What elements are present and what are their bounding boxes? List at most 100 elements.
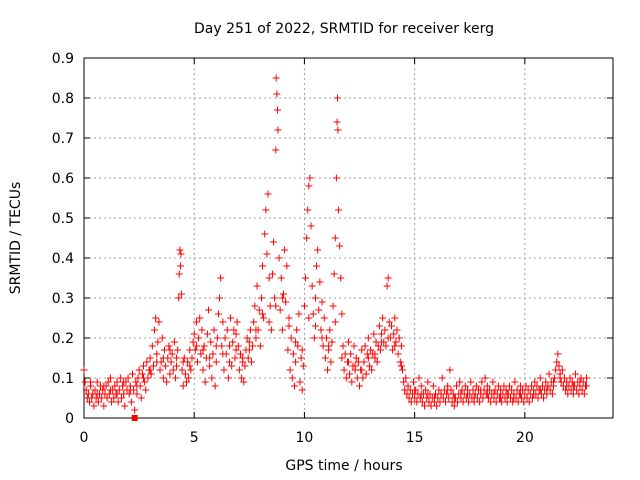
data-point xyxy=(422,386,430,394)
data-point xyxy=(191,346,199,354)
y-tick-label: 0.4 xyxy=(52,251,74,267)
data-point xyxy=(554,350,562,358)
data-point xyxy=(387,322,395,330)
data-point xyxy=(253,282,261,290)
data-point xyxy=(580,390,588,398)
data-point xyxy=(176,246,184,254)
data-point xyxy=(133,382,141,390)
data-point xyxy=(478,378,486,386)
data-point xyxy=(146,366,154,374)
data-point xyxy=(219,350,227,358)
data-point xyxy=(209,350,217,358)
data-point xyxy=(334,126,342,134)
data-point xyxy=(117,394,125,402)
data-point xyxy=(438,374,446,382)
data-point xyxy=(391,342,399,350)
data-point xyxy=(196,314,204,322)
data-point xyxy=(232,330,240,338)
data-point xyxy=(317,326,325,334)
data-point xyxy=(239,354,247,362)
data-point xyxy=(279,290,287,298)
data-point xyxy=(566,374,574,382)
data-point xyxy=(489,378,497,386)
data-point xyxy=(311,294,319,302)
data-point xyxy=(327,358,335,366)
data-point xyxy=(234,342,242,350)
data-point xyxy=(330,270,338,278)
data-point xyxy=(461,382,469,390)
y-axis-label: SRMTID / TECUs xyxy=(8,182,24,295)
data-point xyxy=(259,262,267,270)
data-point xyxy=(392,338,400,346)
data-point xyxy=(342,374,350,382)
data-point xyxy=(201,378,209,386)
data-point xyxy=(140,374,148,382)
data-point xyxy=(310,334,318,342)
data-point xyxy=(296,378,304,386)
data-point xyxy=(212,358,220,366)
data-point xyxy=(243,334,251,342)
data-point xyxy=(186,362,194,370)
data-point xyxy=(131,406,139,414)
data-point xyxy=(175,294,183,302)
data-point xyxy=(132,378,140,386)
data-point xyxy=(147,370,155,378)
data-point xyxy=(346,370,354,378)
data-point xyxy=(536,386,544,394)
data-point xyxy=(356,382,364,390)
data-point xyxy=(336,242,344,250)
data-point xyxy=(207,338,215,346)
data-point xyxy=(543,386,551,394)
plot-frame xyxy=(83,57,614,419)
data-point xyxy=(278,294,286,302)
data-point xyxy=(91,386,99,394)
data-point xyxy=(90,402,98,410)
data-point xyxy=(285,314,293,322)
data-point xyxy=(569,382,577,390)
data-point xyxy=(231,354,239,362)
data-point xyxy=(510,394,518,402)
data-point xyxy=(167,358,175,366)
data-point xyxy=(192,318,200,326)
data-point xyxy=(153,358,161,366)
data-point xyxy=(223,326,231,334)
data-point xyxy=(179,382,187,390)
data-point xyxy=(430,394,438,402)
data-point xyxy=(262,206,270,214)
data-point xyxy=(152,314,160,322)
data-point xyxy=(228,362,236,370)
data-point xyxy=(288,374,296,382)
data-point xyxy=(578,386,586,394)
data-point xyxy=(180,354,188,362)
data-point xyxy=(220,366,228,374)
data-point xyxy=(416,394,424,402)
data-point xyxy=(286,366,294,374)
data-point xyxy=(467,378,475,386)
data-point xyxy=(316,278,324,286)
data-point xyxy=(80,366,88,374)
data-point xyxy=(203,330,211,338)
data-point xyxy=(177,250,185,258)
data-point xyxy=(179,358,187,366)
data-point xyxy=(155,318,163,326)
data-point xyxy=(331,318,339,326)
data-point xyxy=(163,378,171,386)
data-point xyxy=(252,334,260,342)
data-point xyxy=(299,362,307,370)
data-point xyxy=(333,94,341,102)
data-point xyxy=(320,314,328,322)
data-point xyxy=(404,382,412,390)
data-point xyxy=(100,402,108,410)
data-point xyxy=(347,350,355,358)
data-point xyxy=(375,322,383,330)
data-point xyxy=(325,342,333,350)
data-point xyxy=(282,298,290,306)
data-point xyxy=(106,386,114,394)
data-point xyxy=(268,270,276,278)
data-point xyxy=(272,302,280,310)
data-point xyxy=(142,386,150,394)
data-point xyxy=(530,390,538,398)
data-point xyxy=(252,326,260,334)
data-point xyxy=(140,362,148,370)
